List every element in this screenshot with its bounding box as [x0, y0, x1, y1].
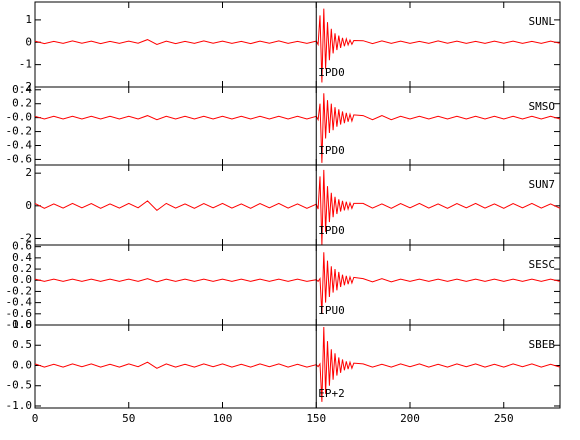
pick-label: IPD0 — [318, 224, 345, 237]
station-label: SESC — [529, 258, 556, 271]
y-tick-label: 0.5 — [12, 338, 32, 351]
waveform — [34, 326, 561, 402]
x-tick-label: 0 — [32, 412, 39, 425]
y-tick-label: -1.0 — [6, 399, 33, 412]
y-tick-label: 1.0 — [12, 318, 32, 331]
station-label: SUNL — [529, 15, 556, 28]
pick-label: IPD0 — [318, 66, 345, 79]
y-tick-label: -0.5 — [6, 379, 33, 392]
y-tick-label: 0.4 — [12, 83, 32, 96]
y-tick-label: 0.2 — [12, 97, 32, 110]
y-tick-label: -0.0 — [6, 111, 33, 124]
station-label: SUN7 — [529, 178, 556, 191]
pick-label: IPU0 — [318, 304, 345, 317]
panel-frame — [34, 244, 561, 326]
y-tick-label: -0.2 — [6, 125, 33, 138]
station-label: SBEB — [529, 338, 556, 351]
y-tick-label: -2 — [19, 80, 32, 93]
y-tick-label: -0.8 — [6, 318, 33, 331]
y-tick-label: 0 — [25, 35, 32, 48]
y-tick-label: -0.6 — [6, 307, 33, 320]
x-tick-label: 250 — [494, 412, 514, 425]
panel-frame — [34, 164, 561, 246]
y-tick-label: 0 — [25, 199, 32, 212]
pick-label: IPD0 — [318, 144, 345, 157]
waveform — [34, 252, 561, 314]
waveform — [34, 8, 561, 83]
y-tick-label: -0.2 — [6, 284, 33, 297]
y-tick-label: -0.6 — [6, 152, 33, 165]
station-label: SMSO — [529, 100, 556, 113]
y-tick-label: 0.4 — [12, 251, 32, 264]
y-tick-label: 0.2 — [12, 262, 32, 275]
y-tick-label: -1 — [19, 58, 32, 71]
y-tick-label: -0.4 — [6, 139, 33, 152]
y-tick-label: -0.4 — [6, 296, 33, 309]
waveform — [34, 93, 561, 163]
y-tick-label: 0.0 — [12, 273, 32, 286]
x-tick-label: 150 — [306, 412, 326, 425]
panel-frame — [34, 86, 561, 166]
y-tick-label: 1 — [25, 13, 32, 26]
y-tick-label: -2 — [19, 231, 32, 244]
x-tick-label: 50 — [122, 412, 135, 425]
y-tick-label: 0.6 — [12, 240, 32, 253]
pick-label: EP+2 — [318, 387, 345, 400]
panel-frame — [34, 1, 561, 88]
waveform — [34, 169, 561, 246]
y-tick-label: 0.0 — [12, 358, 32, 371]
y-tick-label: 2 — [25, 166, 32, 179]
x-tick-label: 200 — [400, 412, 420, 425]
panel-frame — [34, 324, 561, 409]
x-tick-label: 100 — [213, 412, 233, 425]
